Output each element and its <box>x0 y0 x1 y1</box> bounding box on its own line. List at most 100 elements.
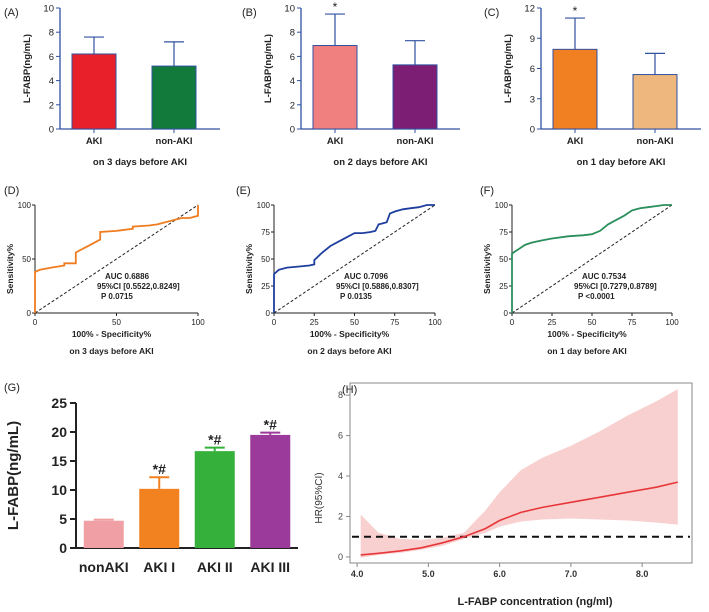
roc-curve <box>273 204 435 313</box>
y-tick-label: 0 <box>290 125 295 136</box>
roc-annotation-line: AUC 0.7096 <box>344 272 389 281</box>
x-tick-label: 7.0 <box>565 569 578 579</box>
x-tick-label: nonAKI <box>79 559 129 575</box>
y-tick-label: 100 <box>18 201 32 210</box>
roc-annotation-line: AUC 0.7534 <box>582 272 627 281</box>
x-tick-label: AKI III <box>250 559 290 575</box>
x-tick-label: AKI <box>327 136 343 147</box>
panel-label: (A) <box>4 7 19 19</box>
y-tick-label: 50 <box>499 255 508 264</box>
bar-non-AKI <box>392 64 438 130</box>
x-tick-label: 25 <box>548 318 557 327</box>
y-tick-label: 100 <box>257 201 271 210</box>
y-tick-label: 75 <box>499 228 508 237</box>
x-axis-label: 100% - Specificity% <box>547 329 627 339</box>
x-tick-label: 75 <box>390 318 399 327</box>
significance-star: * <box>573 4 578 18</box>
panel-4-roc-chart: (E) 0 25 50 75 100 0 25 50 75 100 Sensitivity% 100% … <box>236 185 442 356</box>
y-tick-label: 3 <box>530 94 535 105</box>
y-axis-label: L-FABP(ng/mL) <box>503 34 514 103</box>
bar-non-AKI <box>151 65 197 130</box>
panel-label: (E) <box>236 185 251 197</box>
bar-nonAKI <box>83 520 124 548</box>
y-tick-label: 15 <box>51 453 67 469</box>
y-tick-label: 2 <box>49 100 54 111</box>
y-tick-label: 6 <box>338 431 343 441</box>
roc-annotation-line: 95%CI [0.7279,0.8789] <box>574 282 657 291</box>
x-axis-label: 100% - Specificity% <box>310 329 390 339</box>
y-tick-label: 0 <box>59 540 67 556</box>
x-axis-label: 100% - Specificity% <box>72 329 152 339</box>
y-tick-label: 50 <box>261 255 270 264</box>
y-axis-label: Sensitivity% <box>5 244 15 295</box>
x-tick-label: AKI <box>567 136 583 147</box>
significance-label: *# <box>208 432 221 448</box>
y-axis-label: HR(95%CI) <box>314 472 325 523</box>
bar-AKI-II <box>194 451 235 548</box>
panel-g-bar-chart: (G) 0 5 10 15 20 25 L-FABP(ng/mL) nonAKI *# AKI I *… <box>4 382 298 575</box>
panel-0-bar-chart: (A) 0 2 4 6 8 10 L-FABP(ng/mL) AKI non-AKI on 3 da… <box>4 4 220 168</box>
y-tick-label: 25 <box>51 395 67 411</box>
y-tick-label: 4 <box>338 471 343 481</box>
x-caption: on 2 days before AKI <box>307 346 391 356</box>
roc-curve <box>511 204 672 313</box>
x-caption: on 3 days before AKI <box>69 346 153 356</box>
roc-annotation-line: AUC 0.6886 <box>105 272 150 281</box>
hr-spline-curve <box>360 481 678 556</box>
y-tick-label: 8 <box>290 28 295 39</box>
y-tick-label: 10 <box>284 4 295 15</box>
y-tick-label: 0 <box>27 309 32 318</box>
y-tick-label: 0 <box>530 125 535 136</box>
y-tick-label: 4 <box>49 76 54 87</box>
roc-annotation-line: 95%CI [0.5886,0.8307] <box>336 282 419 291</box>
x-tick-label: AKI II <box>197 559 233 575</box>
y-tick-label: 100 <box>495 201 509 210</box>
reference-diagonal <box>511 204 673 314</box>
x-tick-label: 100 <box>665 318 679 327</box>
y-tick-label: 12 <box>524 4 535 15</box>
y-tick-label: 6 <box>530 64 535 75</box>
y-tick-label: 75 <box>261 228 270 237</box>
panel-label: (G) <box>4 382 20 394</box>
y-tick-label: 25 <box>261 282 270 291</box>
roc-annotation-line: P 0.0715 <box>101 292 133 301</box>
x-tick-label: AKI <box>86 136 102 147</box>
y-axis-label: L-FABP(ng/mL) <box>5 421 22 530</box>
x-tick-label: 6.0 <box>493 569 506 579</box>
confidence-band <box>360 389 678 558</box>
y-tick-label: 0 <box>49 125 54 136</box>
y-axis-label: L-FABP(ng/mL) <box>22 34 33 103</box>
y-tick-label: 6 <box>49 52 54 63</box>
x-tick-label: 50 <box>350 318 359 327</box>
y-tick-label: 0 <box>504 309 509 318</box>
x-caption: on 1 day before AKI <box>577 157 666 168</box>
y-axis-label: Sensitivity% <box>244 244 254 295</box>
panel-label: (B) <box>242 7 257 19</box>
roc-annotation-line: 95%CI [0.5522,0.8249] <box>97 282 180 291</box>
y-tick-label: 0 <box>266 309 271 318</box>
panel-label: (F) <box>480 185 494 197</box>
bar-AKI <box>552 48 598 130</box>
x-tick-label: 100 <box>428 318 442 327</box>
panel-label: (D) <box>4 185 19 197</box>
x-caption: on 2 days before AKI <box>333 157 427 168</box>
x-tick-label: 4.0 <box>351 569 364 579</box>
x-tick-label: non-AKI <box>637 136 674 147</box>
y-tick-label: 2 <box>338 511 343 521</box>
bar-AKI-III <box>250 434 291 548</box>
significance-label: *# <box>153 461 166 477</box>
y-tick-label: 10 <box>51 482 67 498</box>
x-tick-label: 50 <box>112 318 121 327</box>
y-tick-label: 5 <box>59 511 67 527</box>
x-tick-label: 0 <box>33 318 38 327</box>
y-tick-label: 4 <box>290 76 295 87</box>
reference-diagonal <box>34 204 199 314</box>
y-tick-label: 9 <box>530 34 535 45</box>
y-axis-label: L-FABP(ng/mL) <box>263 34 274 103</box>
y-tick-label: 10 <box>43 4 54 15</box>
y-tick-label: 8 <box>338 390 343 400</box>
x-tick-label: 0 <box>272 318 277 327</box>
panel-5-roc-chart: (F) 0 25 50 75 100 0 25 50 75 100 Sensitivity% 100% … <box>480 185 679 356</box>
x-tick-label: 5.0 <box>422 569 435 579</box>
